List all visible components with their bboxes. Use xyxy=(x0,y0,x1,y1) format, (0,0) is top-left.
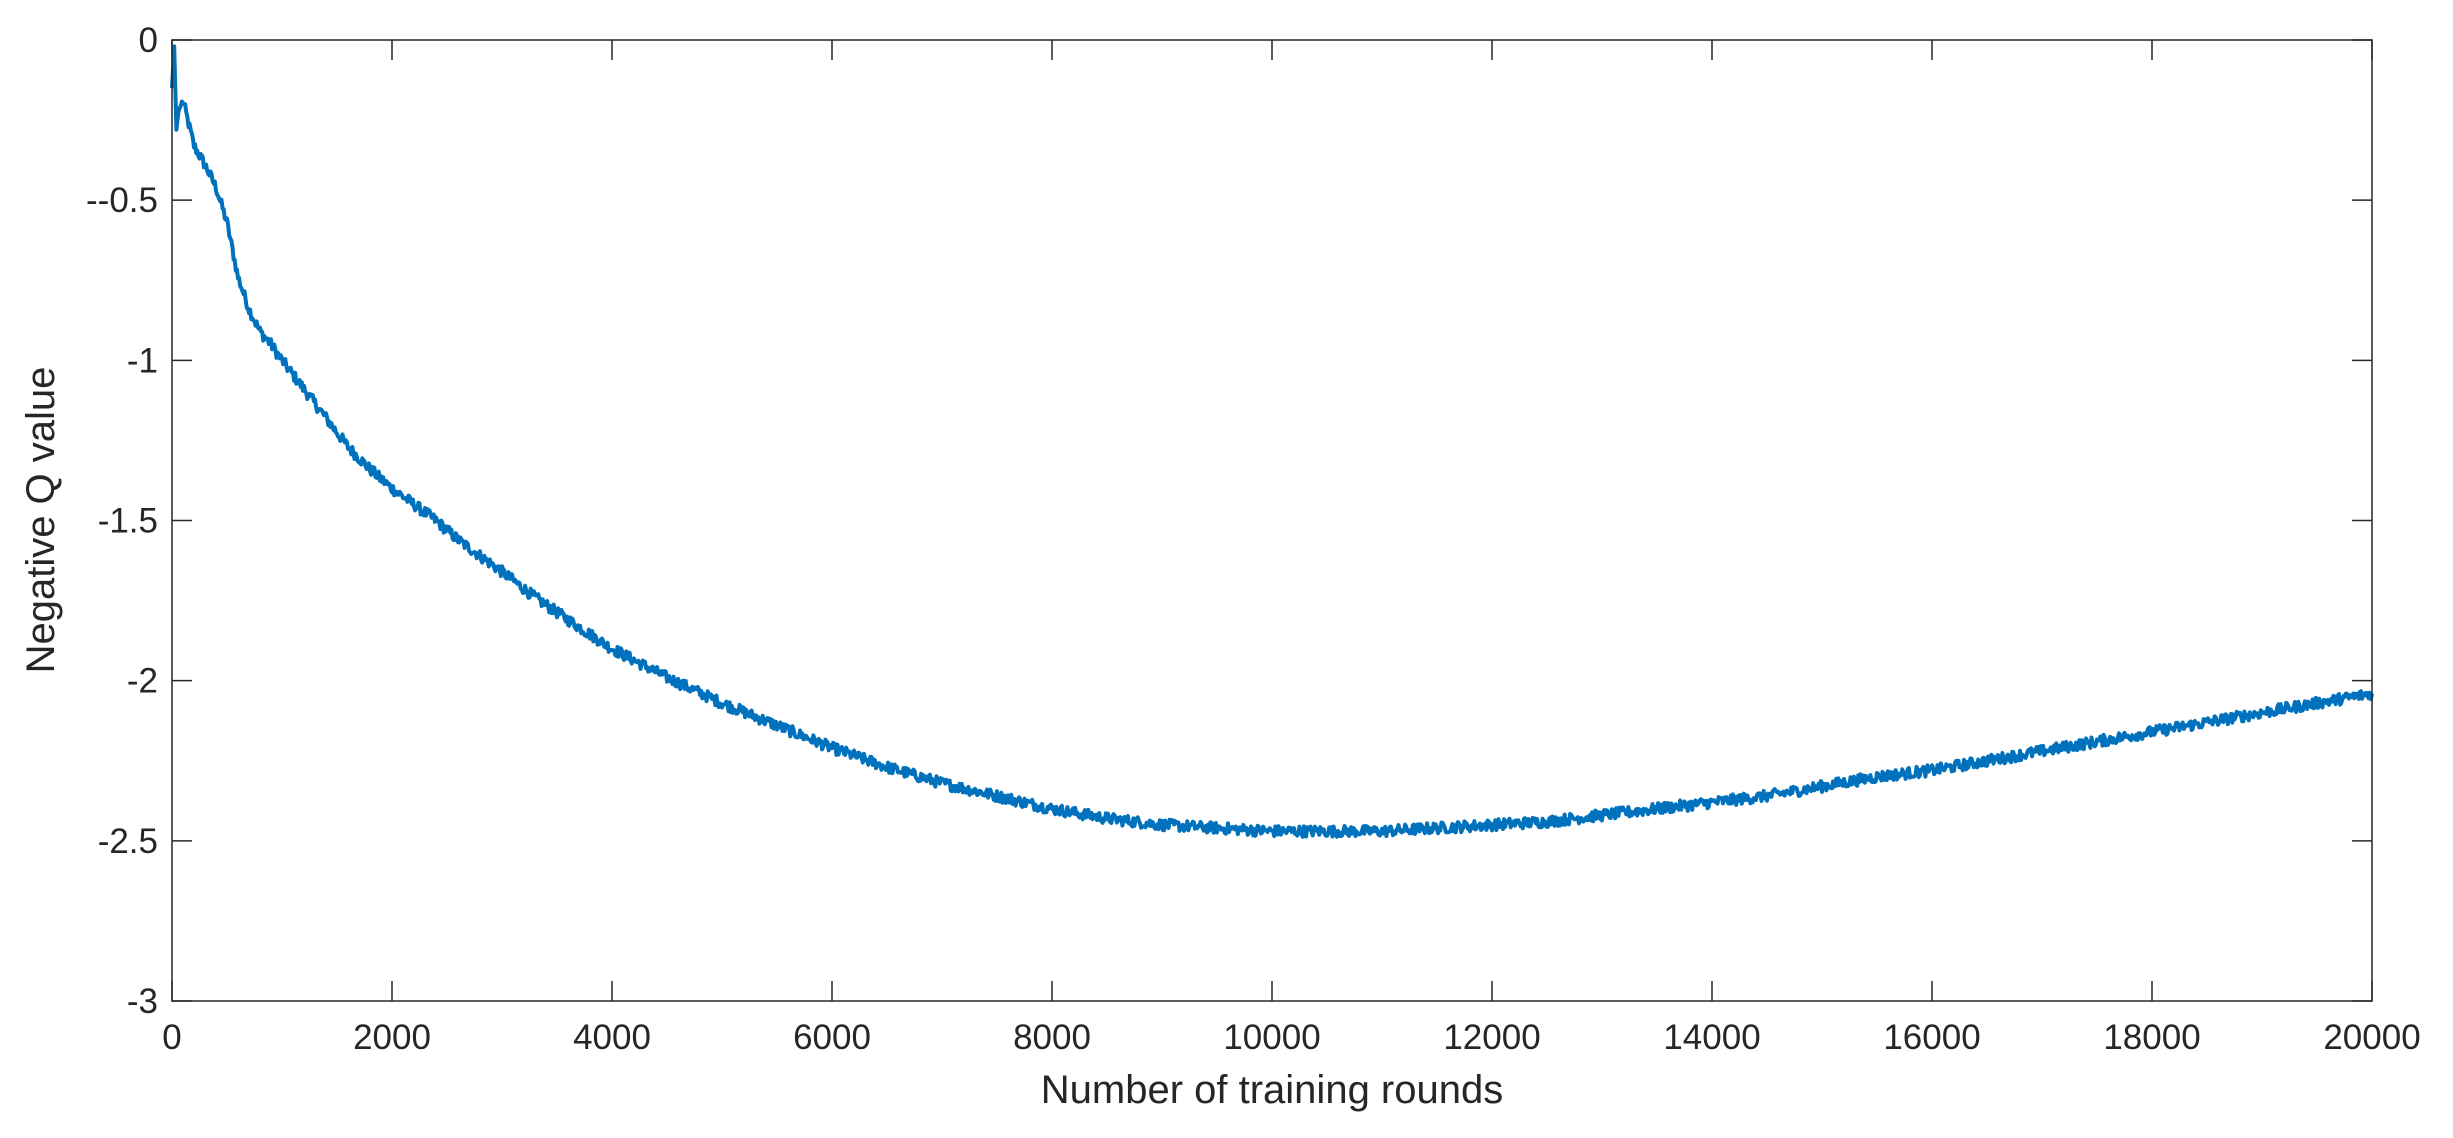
x-tick-label: 2000 xyxy=(353,1018,431,1057)
x-tick-label: 0 xyxy=(162,1018,181,1057)
series-line xyxy=(170,44,2374,839)
plot-frame xyxy=(171,39,2373,1002)
x-tick-label: 20000 xyxy=(2323,1018,2420,1057)
x-tick-label: 10000 xyxy=(1223,1018,1320,1057)
x-tick-label: 14000 xyxy=(1663,1018,1760,1057)
y-tick-label: -1.5 xyxy=(98,502,158,541)
y-tick-label: --0.5 xyxy=(86,181,158,220)
y-tick-label: -1 xyxy=(127,341,158,380)
y-tick-label: 0 xyxy=(139,21,158,60)
y-tick-labels: 0 --0.5 -1 -1.5 -2 -2.5 -3 xyxy=(86,21,158,1021)
y-tick-label: -2 xyxy=(127,662,158,701)
x-axis-label: Number of training rounds xyxy=(1041,1068,1503,1112)
y-tick-label: -3 xyxy=(127,982,158,1021)
plot-background xyxy=(172,40,2372,1001)
x-tick-label: 18000 xyxy=(2103,1018,2200,1057)
y-tick-label: -2.5 xyxy=(98,822,158,861)
x-tick-label: 4000 xyxy=(573,1018,651,1057)
x-tick-label: 6000 xyxy=(793,1018,871,1057)
x-tick-labels: 0 2000 4000 6000 8000 10000 12000 14000 16000 180… xyxy=(162,1018,2420,1057)
x-tick-label: 12000 xyxy=(1443,1018,1540,1057)
x-tick-label: 16000 xyxy=(1883,1018,1980,1057)
series-layer xyxy=(170,44,2374,839)
x-tick-label: 8000 xyxy=(1013,1018,1091,1057)
y-axis-label: Negative Q value xyxy=(19,367,63,674)
